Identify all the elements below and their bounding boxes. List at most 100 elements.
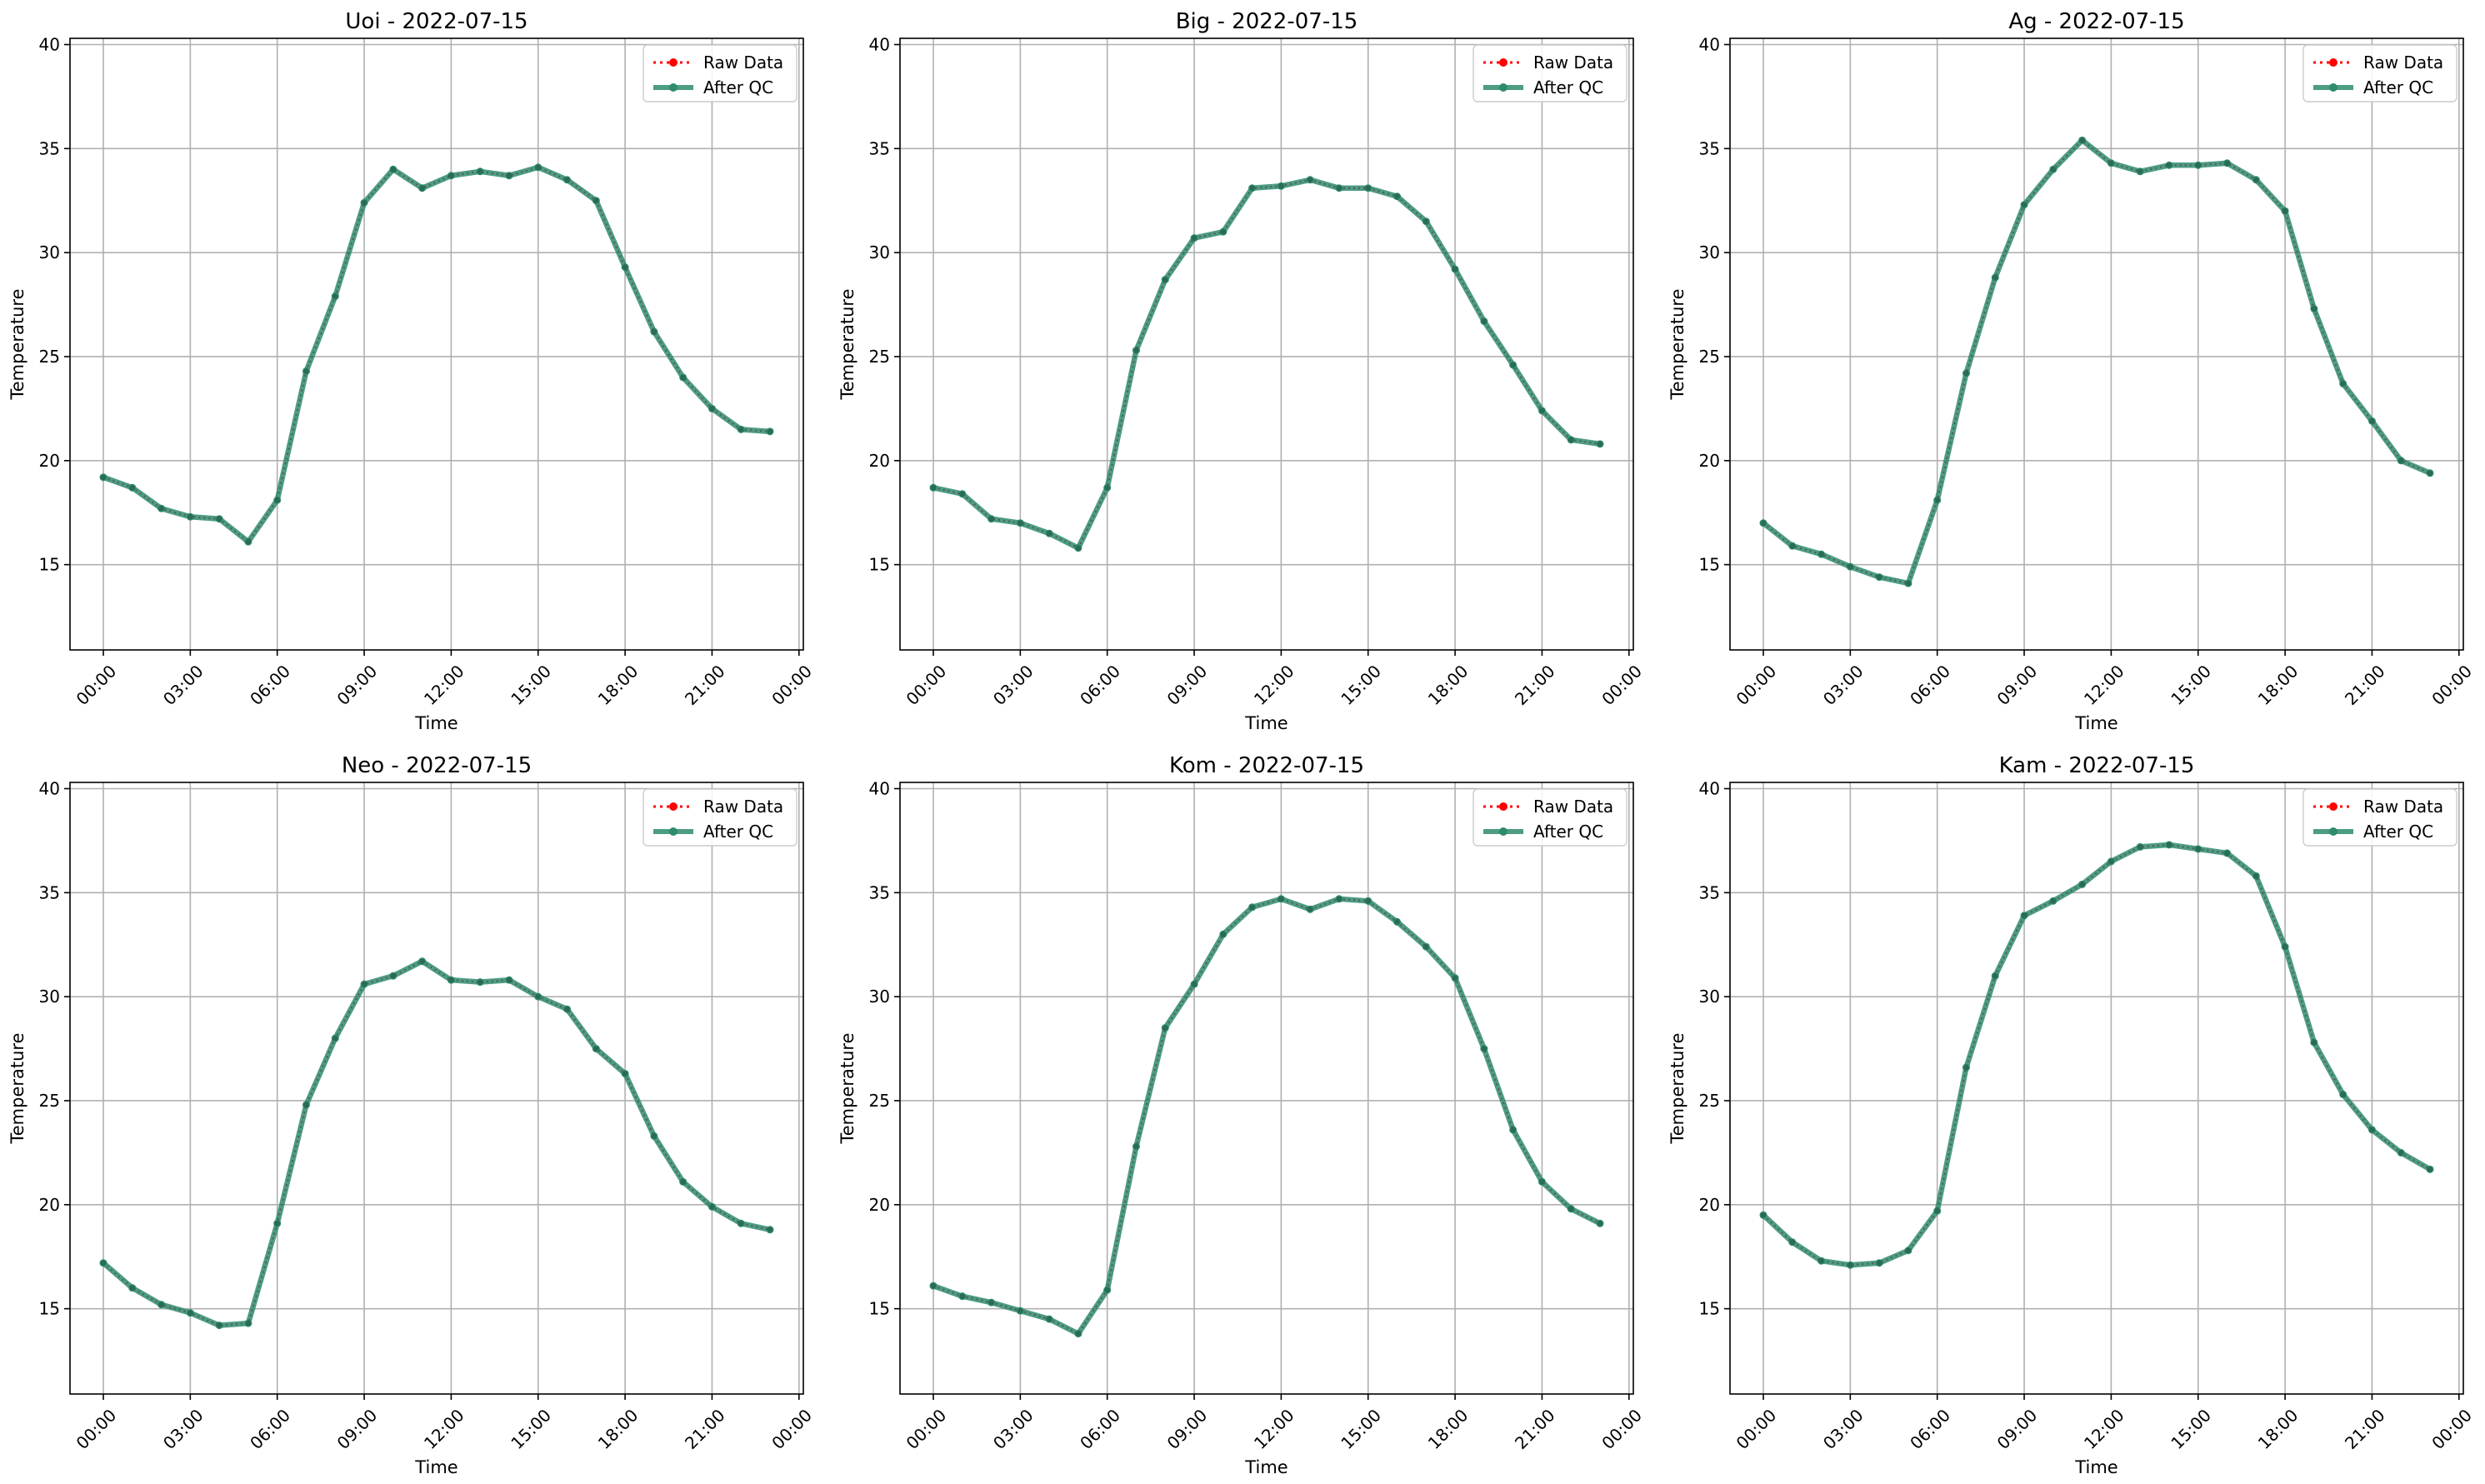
point-raw-data bbox=[1423, 218, 1429, 224]
point-raw-data bbox=[1934, 1208, 1940, 1214]
x-tick-label: 21:00 bbox=[2341, 661, 2389, 709]
point-raw-data bbox=[1992, 274, 1998, 281]
point-raw-data bbox=[709, 1204, 715, 1210]
point-raw-data bbox=[2195, 162, 2201, 168]
y-tick-label: 20 bbox=[1699, 451, 1720, 471]
point-raw-data bbox=[930, 1282, 937, 1289]
x-tick-label: 15:00 bbox=[1337, 1405, 1385, 1453]
point-raw-data bbox=[2369, 418, 2375, 424]
point-raw-data bbox=[1249, 904, 1255, 910]
y-tick-label: 25 bbox=[1699, 1091, 1720, 1111]
series-line-after-qc bbox=[1761, 137, 2432, 587]
point-raw-data bbox=[2224, 850, 2230, 857]
x-tick-label: 12:00 bbox=[420, 661, 468, 709]
legend-label-raw-data: Raw Data bbox=[2363, 797, 2443, 817]
point-raw-data bbox=[2340, 1092, 2346, 1097]
point-raw-data bbox=[1191, 981, 1198, 987]
x-tick-label: 03:00 bbox=[1819, 661, 1868, 709]
y-tick-label: 20 bbox=[869, 1195, 890, 1215]
axes-frame bbox=[69, 37, 804, 651]
point-raw-data bbox=[1162, 1025, 1168, 1031]
y-tick-label: 25 bbox=[869, 347, 890, 367]
legend: Raw Data After QC bbox=[642, 44, 798, 102]
x-tick-label: 06:00 bbox=[1076, 1405, 1124, 1453]
point-raw-data bbox=[651, 328, 658, 335]
point-raw-data bbox=[2253, 177, 2259, 182]
point-raw-data bbox=[2137, 168, 2143, 174]
point-raw-data bbox=[129, 485, 135, 491]
point-raw-data bbox=[1963, 370, 1969, 377]
point-raw-data bbox=[1789, 1239, 1795, 1245]
legend-marker-raw-data bbox=[2329, 802, 2338, 811]
point-raw-data bbox=[1848, 1262, 1853, 1268]
legend-marker-raw-data bbox=[1499, 802, 1508, 811]
point-raw-data bbox=[1018, 520, 1023, 526]
point-raw-data bbox=[245, 538, 252, 545]
series-line-raw-data bbox=[1762, 138, 2431, 585]
point-raw-data bbox=[1278, 183, 1284, 189]
point-raw-data bbox=[1075, 1331, 1082, 1337]
series-line-raw-data bbox=[1762, 843, 2431, 1267]
y-tick-label: 35 bbox=[869, 882, 890, 902]
point-raw-data bbox=[988, 1299, 994, 1306]
x-tick-label: 12:00 bbox=[2080, 1405, 2128, 1453]
x-tick-label: 12:00 bbox=[1250, 661, 1298, 709]
point-raw-data bbox=[245, 1320, 252, 1327]
y-tick-label: 30 bbox=[1699, 987, 1720, 1007]
point-raw-data bbox=[274, 497, 280, 503]
x-tick-label: 03:00 bbox=[989, 1405, 1038, 1453]
point-raw-data bbox=[1104, 1287, 1110, 1293]
point-raw-data bbox=[680, 1179, 686, 1185]
legend-marker-raw-data bbox=[669, 58, 678, 67]
point-raw-data bbox=[2021, 912, 2028, 918]
point-raw-data bbox=[2282, 208, 2288, 214]
legend: Raw Data After QC bbox=[2302, 788, 2458, 847]
point-raw-data bbox=[2253, 873, 2259, 879]
x-tick-label: 18:00 bbox=[1424, 1405, 1472, 1453]
point-raw-data bbox=[1249, 185, 1255, 191]
y-tick-label: 40 bbox=[39, 34, 60, 54]
point-raw-data bbox=[1905, 580, 1912, 587]
x-tick-label: 00:00 bbox=[2428, 1405, 2476, 1453]
point-raw-data bbox=[2166, 842, 2172, 848]
point-raw-data bbox=[2166, 162, 2172, 168]
point-raw-data bbox=[188, 1310, 193, 1316]
x-tick-label: 15:00 bbox=[507, 1405, 555, 1453]
x-tick-label: 00:00 bbox=[902, 1405, 951, 1453]
x-axis-label: Time bbox=[2074, 1457, 2118, 1477]
point-raw-data bbox=[738, 1221, 744, 1227]
y-axis-label: Temperature bbox=[838, 288, 858, 400]
x-axis-label: Time bbox=[414, 713, 458, 733]
point-raw-data bbox=[2427, 470, 2433, 476]
point-raw-data bbox=[1191, 235, 1198, 241]
point-raw-data bbox=[448, 172, 454, 178]
point-raw-data bbox=[419, 185, 425, 191]
y-tick-label: 20 bbox=[39, 451, 60, 471]
point-raw-data bbox=[1365, 898, 1371, 904]
x-tick-label: 21:00 bbox=[681, 661, 729, 709]
legend-marker-raw-data bbox=[669, 802, 678, 811]
series-line-after-qc bbox=[101, 958, 771, 1328]
point-raw-data bbox=[535, 164, 541, 170]
subplot-1: Uoi - 2022-07-15 15 20 25 30 35 40 00:00 03:00 06… bbox=[8, 9, 816, 733]
x-tick-label: 18:00 bbox=[2254, 1405, 2302, 1453]
point-raw-data bbox=[332, 1035, 338, 1042]
subplot-title: Big - 2022-07-15 bbox=[1176, 9, 1358, 34]
x-tick-label: 21:00 bbox=[681, 1405, 729, 1453]
point-raw-data bbox=[2311, 306, 2318, 312]
legend-label-raw-data: Raw Data bbox=[2363, 52, 2443, 72]
legend-label-after-qc: After QC bbox=[703, 77, 773, 97]
point-raw-data bbox=[1452, 975, 1458, 981]
x-tick-label: 15:00 bbox=[2167, 661, 2215, 709]
y-tick-label: 20 bbox=[1699, 1195, 1720, 1215]
legend-label-after-qc: After QC bbox=[1533, 77, 1603, 97]
legend: Raw Data After QC bbox=[1472, 44, 1628, 102]
series-line-raw-data bbox=[932, 897, 1601, 1336]
x-tick-label: 18:00 bbox=[594, 1405, 642, 1453]
point-raw-data bbox=[390, 972, 397, 979]
point-raw-data bbox=[2050, 167, 2057, 172]
point-raw-data bbox=[100, 474, 107, 480]
series-line-after-qc bbox=[102, 164, 771, 545]
x-tick-label: 03:00 bbox=[159, 661, 208, 709]
point-raw-data bbox=[448, 977, 454, 983]
